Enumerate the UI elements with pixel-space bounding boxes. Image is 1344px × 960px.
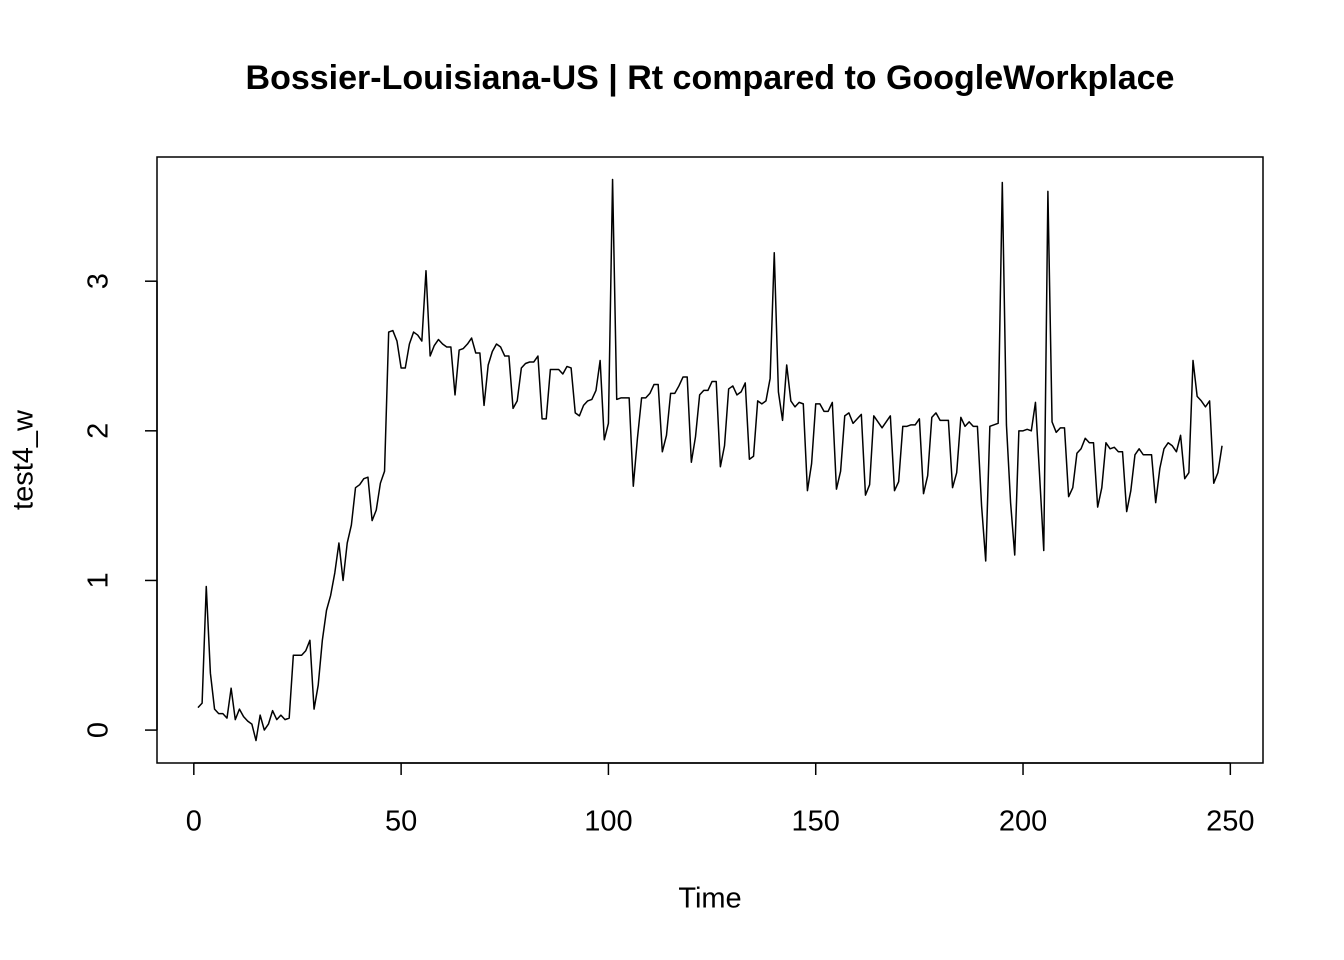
y-tick-label: 3	[83, 273, 115, 289]
x-tick-label: 250	[1206, 806, 1254, 838]
y-axis-label: test4_w	[8, 409, 40, 510]
x-tick-label: 100	[584, 806, 632, 838]
series-line	[197, 178, 1223, 742]
x-tick-label: 0	[186, 806, 202, 838]
x-tick-label: 200	[999, 806, 1047, 838]
x-axis-label: Time	[678, 883, 741, 915]
x-tick-label: 50	[385, 806, 417, 838]
chart-title: Bossier-Louisiana-US | Rt compared to Go…	[246, 59, 1175, 97]
plot-frame	[156, 156, 1264, 764]
x-tick-label: 150	[792, 806, 840, 838]
y-tick-label: 0	[83, 722, 115, 738]
y-tick-label: 2	[83, 423, 115, 439]
y-tick-label: 1	[83, 572, 115, 588]
